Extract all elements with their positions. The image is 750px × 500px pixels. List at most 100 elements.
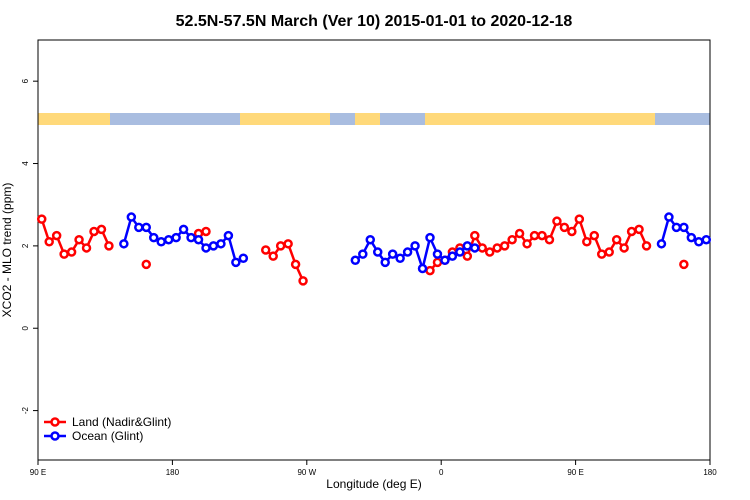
point — [260, 245, 271, 255]
point — [514, 228, 525, 239]
x-tick-label: 90 W — [297, 468, 316, 477]
point — [141, 259, 152, 270]
point — [148, 232, 159, 243]
point — [626, 226, 637, 237]
point — [507, 234, 517, 245]
point — [201, 226, 211, 237]
point — [611, 234, 622, 245]
point — [365, 234, 376, 245]
point — [641, 241, 652, 251]
point — [358, 249, 368, 259]
point — [462, 241, 473, 251]
land-ocean-strip — [38, 113, 710, 125]
point — [126, 212, 137, 222]
point — [51, 230, 62, 241]
point — [694, 237, 704, 247]
point — [134, 222, 144, 233]
point — [477, 243, 488, 253]
x-tick-label: 180 — [166, 468, 180, 477]
y-tick-label: 2 — [21, 243, 30, 248]
x-tick-label: 90 E — [30, 468, 46, 477]
point — [425, 232, 435, 243]
point — [74, 234, 84, 245]
point — [619, 243, 629, 253]
point — [171, 232, 181, 243]
point — [59, 249, 69, 259]
point — [163, 234, 174, 245]
x-tick-label: 180 — [703, 468, 717, 477]
point — [417, 263, 428, 274]
point — [208, 241, 219, 251]
plot-frame — [37, 39, 711, 461]
point — [589, 230, 600, 241]
point — [119, 239, 129, 249]
legend-label: Land (Nadir&Glint) — [72, 415, 171, 429]
y-tick-label: 6 — [21, 78, 30, 83]
point — [492, 243, 502, 253]
y-tick-label: -2 — [21, 406, 30, 414]
x-tick-label: 90 E — [567, 468, 583, 477]
point — [544, 234, 555, 245]
point — [522, 239, 532, 249]
point — [574, 214, 585, 224]
point — [141, 222, 152, 233]
y-tick-label: 4 — [21, 161, 30, 166]
point — [104, 241, 114, 251]
point — [604, 247, 614, 257]
point — [671, 222, 682, 233]
point — [455, 247, 465, 257]
chart-title: 52.5N-57.5N March (Ver 10) 2015-01-01 to… — [176, 13, 573, 30]
point — [283, 239, 293, 249]
legend-marker — [50, 431, 60, 441]
point — [290, 259, 301, 270]
point — [238, 253, 249, 263]
point — [559, 222, 570, 233]
x-axis-label: Longitude (deg E) — [326, 477, 421, 491]
point — [216, 239, 226, 249]
point — [529, 230, 540, 241]
point — [432, 249, 443, 259]
point — [268, 251, 278, 261]
point — [462, 251, 473, 261]
point — [582, 237, 592, 247]
point — [156, 237, 166, 247]
point — [425, 265, 435, 276]
legend-marker — [50, 417, 60, 427]
point — [552, 216, 562, 226]
point — [36, 214, 47, 224]
point — [89, 226, 99, 237]
point — [231, 257, 241, 268]
point — [410, 241, 420, 251]
point — [178, 224, 189, 235]
point — [372, 247, 383, 257]
y-axis-label: XCO2 - MLO trend (ppm) — [0, 183, 14, 318]
point — [567, 226, 577, 237]
point — [679, 259, 689, 270]
point — [96, 224, 107, 235]
point — [201, 243, 211, 253]
point — [350, 255, 361, 266]
x-tick-label: 0 — [439, 468, 444, 477]
point — [701, 234, 712, 245]
legend-label: Ocean (Glint) — [72, 429, 143, 443]
point — [81, 243, 92, 253]
point — [395, 253, 405, 263]
point — [193, 234, 204, 245]
point — [298, 276, 308, 286]
point — [499, 241, 510, 251]
point — [537, 230, 547, 241]
point — [380, 257, 390, 268]
point — [470, 230, 480, 241]
point — [275, 241, 286, 251]
y-tick-label: 0 — [21, 325, 30, 330]
point — [44, 237, 54, 247]
point — [387, 249, 398, 259]
point — [679, 222, 689, 233]
point — [664, 212, 674, 222]
point — [186, 232, 196, 243]
point — [402, 247, 413, 257]
point — [596, 249, 607, 259]
point — [656, 239, 667, 249]
point — [223, 230, 234, 241]
